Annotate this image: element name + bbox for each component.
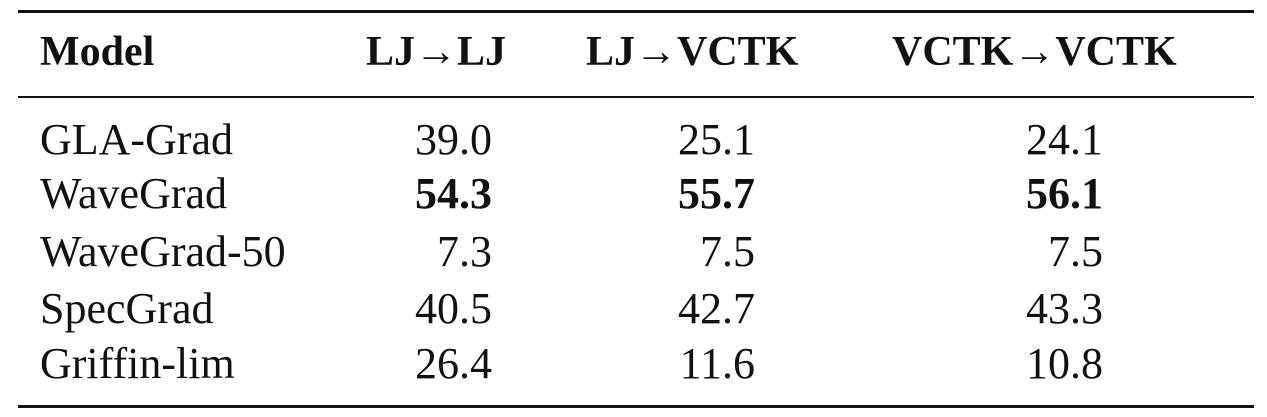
cell-wavegrad-vctk-vctk: 56.1 xyxy=(1026,169,1103,218)
row-model-specgrad: SpecGrad xyxy=(40,284,214,333)
table-bottom-rule xyxy=(18,405,1254,408)
row-model-wavegrad-50: WaveGrad-50 xyxy=(40,227,286,276)
cell-specgrad-lj-vctk: 42.7 xyxy=(678,284,755,333)
table-header-rule xyxy=(18,96,1254,98)
cell-specgrad-lj-lj: 40.5 xyxy=(415,284,492,333)
cell-wavegrad-lj-vctk: 55.7 xyxy=(678,169,755,218)
cell-griffin-lim-lj-vctk: 11.6 xyxy=(679,339,755,388)
row-model-wavegrad: WaveGrad xyxy=(40,169,228,218)
cell-wavegrad-50-lj-lj: 7.3 xyxy=(437,227,492,276)
cell-gla-grad-vctk-vctk: 24.1 xyxy=(1026,115,1103,164)
cell-gla-grad-lj-vctk: 25.1 xyxy=(678,115,755,164)
header-lj-vctk: LJ→VCTK xyxy=(586,29,799,75)
table-top-rule xyxy=(18,10,1254,13)
cell-wavegrad-50-vctk-vctk: 7.5 xyxy=(1048,227,1103,276)
row-model-gla-grad: GLA-Grad xyxy=(40,115,234,164)
cell-specgrad-vctk-vctk: 43.3 xyxy=(1026,284,1103,333)
header-lj-lj: LJ→LJ xyxy=(366,29,507,75)
cell-wavegrad-50-lj-vctk: 7.5 xyxy=(700,227,755,276)
cell-griffin-lim-vctk-vctk: 10.8 xyxy=(1026,339,1103,388)
header-vctk-vctk: VCTK→VCTK xyxy=(892,29,1177,75)
row-model-griffin-lim: Griffin-lim xyxy=(40,339,235,388)
cell-gla-grad-lj-lj: 39.0 xyxy=(415,115,492,164)
header-model: Model xyxy=(40,29,155,75)
cell-griffin-lim-lj-lj: 26.4 xyxy=(415,339,492,388)
cell-wavegrad-lj-lj: 54.3 xyxy=(415,169,492,218)
